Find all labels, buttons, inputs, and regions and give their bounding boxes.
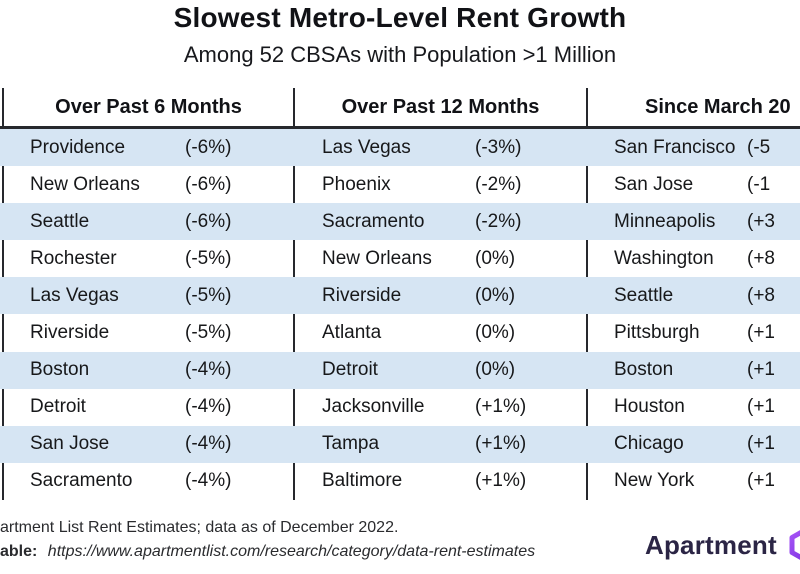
- rent-change-value: (-4%): [185, 433, 232, 455]
- rent-change-value: (-3%): [475, 136, 522, 158]
- rent-change-value: (-4%): [185, 359, 232, 381]
- rent-change-value: (+8: [747, 284, 775, 306]
- apartment-list-logo-text: Apartment: [645, 529, 777, 560]
- rent-change-value: (-5%): [185, 247, 232, 269]
- city-name: Minneapolis: [614, 210, 716, 232]
- rent-change-value: (-5%): [185, 322, 232, 344]
- rent-change-value: (-6%): [185, 173, 232, 195]
- table-row: Boston (-4%) Detroit (0%) Boston (+1: [0, 351, 800, 389]
- city-name: Detroit: [322, 359, 378, 381]
- apartment-list-hexagon-icon: [786, 525, 800, 565]
- city-name: San Jose: [30, 433, 110, 455]
- city-name: Atlanta: [322, 322, 382, 344]
- city-name: Detroit: [30, 396, 86, 418]
- city-name: Houston: [614, 396, 685, 418]
- rent-change-value: (+1: [747, 433, 775, 455]
- rent-change-value: (+8: [747, 247, 775, 269]
- data-link-label: able:: [0, 543, 38, 560]
- city-name: Las Vegas: [322, 136, 411, 158]
- rent-change-value: (-5%): [185, 284, 232, 306]
- city-name: New Orleans: [322, 247, 432, 269]
- rent-change-value: (0%): [475, 284, 516, 306]
- city-name: Sacramento: [322, 210, 425, 232]
- rent-growth-table: Over Past 6 Months Over Past 12 Months S…: [0, 88, 800, 500]
- source-note: artment List Rent Estimates; data as of …: [0, 519, 399, 536]
- city-name: Chicago: [614, 433, 684, 455]
- city-name: Sacramento: [30, 470, 133, 492]
- city-name: Boston: [30, 359, 90, 381]
- apartment-list-logo: Apartment: [645, 525, 800, 565]
- table-row: Rochester (-5%) New Orleans (0%) Washing…: [0, 240, 800, 277]
- column-header-6-months: Over Past 6 Months: [55, 95, 242, 118]
- chart-title: Slowest Metro-Level Rent Growth: [173, 2, 627, 33]
- rent-change-value: (+1: [747, 470, 775, 492]
- table-row: Detroit (-4%) Jacksonville (+1%) Houston…: [0, 389, 800, 426]
- city-name: Seattle: [614, 284, 674, 306]
- rent-change-value: (+3: [747, 210, 775, 232]
- rent-change-value: (0%): [475, 322, 516, 344]
- rent-change-value: (+1%): [475, 470, 527, 492]
- rent-change-value: (0%): [475, 359, 516, 381]
- table-row: Sacramento (-4%) Baltimore (+1%) New Yor…: [0, 463, 800, 500]
- rent-change-value: (0%): [475, 247, 516, 269]
- city-name: San Francisco: [614, 136, 736, 158]
- rent-change-value: (-6%): [185, 136, 232, 158]
- city-name: Boston: [614, 359, 674, 381]
- city-name: New York: [614, 470, 695, 492]
- rent-change-value: (+1: [747, 322, 775, 344]
- rent-change-value: (-2%): [475, 173, 522, 195]
- city-name: Tampa: [322, 433, 380, 455]
- rent-change-value: (-6%): [185, 210, 232, 232]
- city-name: Providence: [30, 136, 126, 158]
- data-link-url: https://www.apartmentlist.com/research/c…: [47, 543, 536, 560]
- table-row: Las Vegas (-5%) Riverside (0%) Seattle (…: [0, 277, 800, 315]
- city-name: Washington: [614, 247, 714, 269]
- column-header-since-march-2020: Since March 20: [645, 95, 791, 118]
- city-name: Seattle: [30, 210, 90, 232]
- table-row: Seattle (-6%) Sacramento (-2%) Minneapol…: [0, 203, 800, 241]
- data-link-note: able: https://www.apartmentlist.com/rese…: [0, 543, 535, 561]
- city-name: San Jose: [614, 173, 694, 195]
- header-rule: [0, 126, 800, 129]
- table-rows: Providence (-6%) Las Vegas (-3%) San Fra…: [0, 129, 800, 500]
- city-name: Riverside: [30, 322, 110, 344]
- table-row: Providence (-6%) Las Vegas (-3%) San Fra…: [0, 129, 800, 167]
- city-name: New Orleans: [30, 173, 140, 195]
- rent-change-value: (+1: [747, 396, 775, 418]
- rent-change-value: (-2%): [475, 210, 522, 232]
- rent-change-value: (-4%): [185, 396, 232, 418]
- city-name: Riverside: [322, 284, 402, 306]
- rent-change-value: (-1: [747, 173, 771, 195]
- table-row: New Orleans (-6%) Phoenix (-2%) San Jose…: [0, 166, 800, 203]
- rent-change-value: (+1: [747, 359, 775, 381]
- table-row: San Jose (-4%) Tampa (+1%) Chicago (+1: [0, 425, 800, 463]
- table-row: Riverside (-5%) Atlanta (0%) Pittsburgh …: [0, 314, 800, 351]
- city-name: Pittsburgh: [614, 322, 700, 344]
- city-name: Las Vegas: [30, 284, 119, 306]
- rent-change-value: (+1%): [475, 433, 527, 455]
- city-name: Rochester: [30, 247, 117, 269]
- column-header-12-months: Over Past 12 Months: [341, 95, 540, 118]
- city-name: Jacksonville: [322, 396, 425, 418]
- rent-change-value: (-5: [747, 136, 771, 158]
- rent-change-value: (+1%): [475, 396, 527, 418]
- chart-subtitle: Among 52 CBSAs with Population >1 Millio…: [183, 42, 617, 67]
- city-name: Phoenix: [322, 173, 391, 195]
- rent-change-value: (-4%): [185, 470, 232, 492]
- city-name: Baltimore: [322, 470, 403, 492]
